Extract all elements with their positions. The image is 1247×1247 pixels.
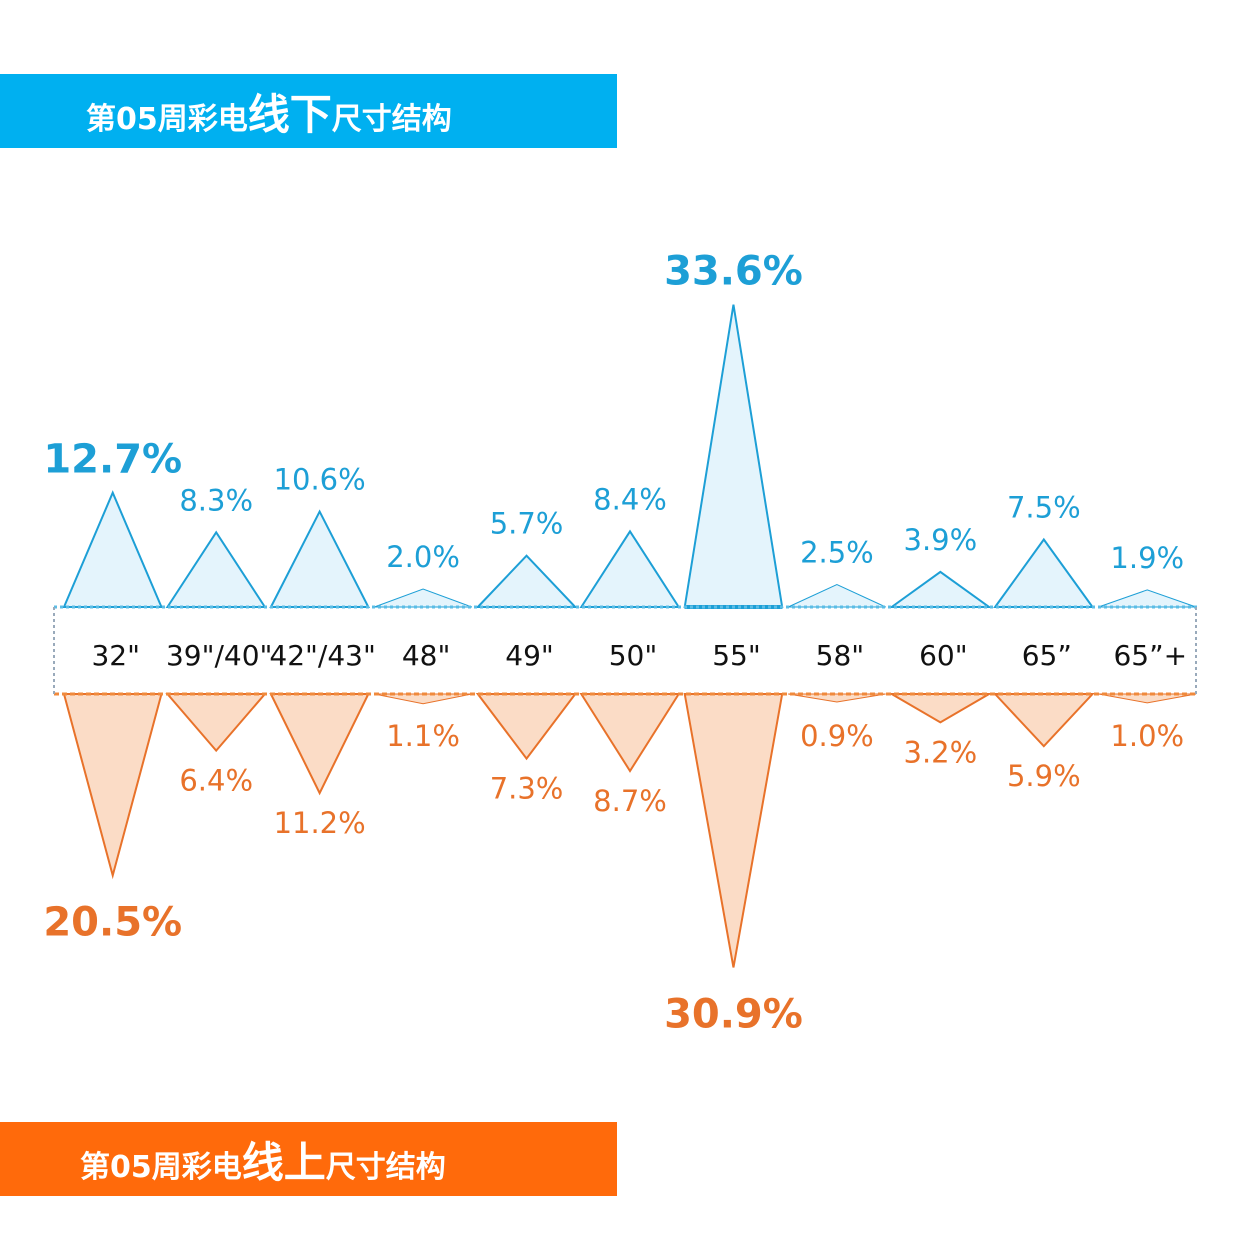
online-header-banner: 第05周彩电线上尺寸结构 bbox=[0, 1122, 617, 1196]
offline-header-prefix: 第05周彩电 bbox=[86, 101, 248, 137]
online-data-label: 11.2% bbox=[274, 806, 366, 840]
offline-data-label: 2.0% bbox=[386, 540, 460, 574]
online-data-label: 20.5% bbox=[43, 899, 182, 945]
offline-data-label: 5.7% bbox=[490, 507, 564, 541]
offline-series: 12.7%8.3% 10.6% 2.0% 5.7% 8.4% 33.6% 2.5% 3.9% 7… bbox=[43, 249, 1197, 609]
online-header-prefix: 第05周彩电 bbox=[80, 1149, 242, 1185]
online-triangle bbox=[475, 693, 578, 761]
offline-data-label: 2.5% bbox=[800, 536, 874, 570]
size-category-labels: 32" 39"/40"42"/43" 48" 49" 50" 55" 58" 60" 65” 65… bbox=[91, 639, 1187, 672]
offline-triangle bbox=[62, 490, 163, 608]
offline-triangle bbox=[787, 583, 886, 608]
online-series: 20.5% 6.4% 11.2% 1.1% 7.3% 8.7% 30.9% 0.9% 3.2% 5… bbox=[43, 693, 1197, 1037]
online-triangle bbox=[887, 693, 993, 724]
size-axis-band bbox=[53, 605, 1198, 696]
online-triangle bbox=[1098, 693, 1197, 704]
category-label: 65” bbox=[1022, 639, 1072, 672]
offline-triangle bbox=[993, 537, 1095, 608]
online-triangle bbox=[269, 693, 370, 796]
offline-header-title: 第05周彩电线下尺寸结构 bbox=[86, 81, 452, 142]
category-label: 49" bbox=[505, 639, 554, 672]
category-label: 60" bbox=[919, 639, 968, 672]
online-data-label: 30.9% bbox=[664, 991, 803, 1037]
online-triangle bbox=[165, 693, 268, 753]
offline-data-label: 7.5% bbox=[1007, 491, 1081, 525]
online-header-title: 第05周彩电线上尺寸结构 bbox=[80, 1129, 446, 1190]
offline-triangle bbox=[579, 529, 681, 608]
online-data-label: 3.2% bbox=[904, 735, 978, 769]
online-triangle bbox=[579, 693, 681, 773]
offline-data-label: 33.6% bbox=[664, 249, 803, 295]
online-data-label: 8.7% bbox=[593, 784, 667, 818]
category-label: 32" bbox=[91, 639, 140, 672]
online-data-label: 1.1% bbox=[386, 719, 460, 753]
online-data-label: 5.9% bbox=[1007, 759, 1081, 793]
online-data-label: 6.4% bbox=[179, 764, 253, 798]
offline-triangle bbox=[888, 570, 993, 608]
offline-data-label: 12.7% bbox=[43, 437, 182, 483]
offline-data-label: 8.3% bbox=[179, 483, 253, 517]
offline-header-emphasis: 线下 bbox=[247, 89, 332, 139]
category-label: 48" bbox=[402, 639, 451, 672]
online-header-suffix: 尺寸结构 bbox=[325, 1149, 446, 1185]
category-label: 42"/43" bbox=[269, 639, 375, 672]
online-triangle bbox=[62, 693, 163, 880]
category-label: 58" bbox=[816, 639, 865, 672]
online-triangle bbox=[683, 693, 784, 968]
offline-data-label: 10.6% bbox=[274, 463, 366, 497]
offline-triangle bbox=[683, 304, 784, 608]
category-label: 55" bbox=[712, 639, 761, 672]
offline-triangle bbox=[269, 509, 370, 608]
offline-triangle bbox=[475, 554, 578, 608]
offline-header-suffix: 尺寸结构 bbox=[331, 101, 452, 137]
category-label: 50" bbox=[609, 639, 658, 672]
online-triangle bbox=[788, 693, 886, 703]
offline-data-label: 1.9% bbox=[1110, 541, 1184, 575]
online-data-label: 0.9% bbox=[800, 719, 874, 753]
offline-triangle bbox=[165, 530, 267, 608]
online-triangle bbox=[992, 693, 1095, 748]
online-data-label: 1.0% bbox=[1110, 719, 1184, 753]
offline-data-label: 3.9% bbox=[904, 523, 978, 557]
category-label: 39"/40" bbox=[166, 639, 272, 672]
offline-header-banner: 第05周彩电线下尺寸结构 bbox=[0, 74, 617, 148]
offline-triangle bbox=[374, 588, 472, 608]
offline-data-label: 8.4% bbox=[593, 482, 667, 516]
online-data-label: 7.3% bbox=[490, 772, 564, 806]
category-label: 65”+ bbox=[1113, 639, 1187, 672]
offline-triangle bbox=[1098, 589, 1197, 608]
online-header-emphasis: 线上 bbox=[241, 1137, 326, 1187]
